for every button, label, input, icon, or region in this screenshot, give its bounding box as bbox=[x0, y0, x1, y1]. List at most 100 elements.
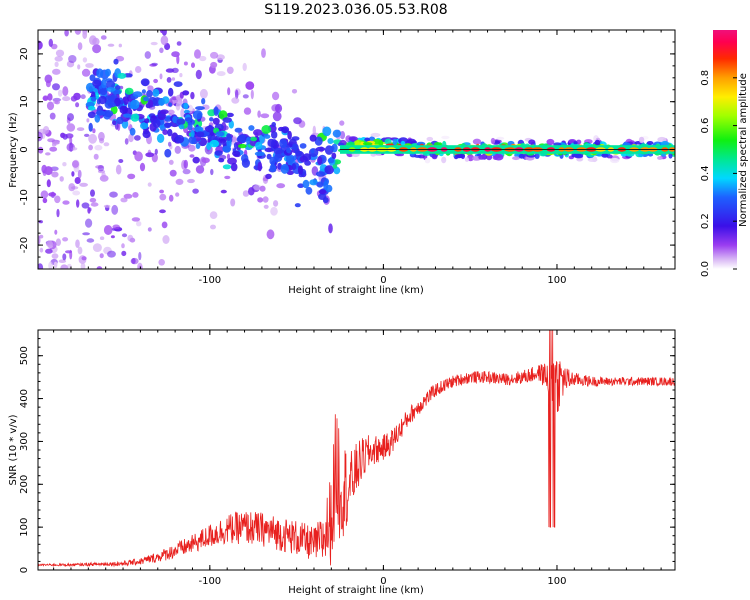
spectrogram-cell bbox=[86, 238, 95, 243]
spectrogram-cell bbox=[218, 136, 228, 142]
spectrogram-cell bbox=[646, 141, 654, 145]
spectrogram-cell bbox=[47, 138, 55, 143]
colorbar-tick-label: 0.6 bbox=[700, 118, 711, 134]
spectrogram-cell bbox=[93, 153, 99, 160]
spectrogram-cell bbox=[71, 171, 75, 177]
spectrogram-cell bbox=[64, 30, 69, 37]
spectrogram-cell bbox=[161, 221, 168, 229]
spectrogram-cell bbox=[172, 115, 178, 124]
spectrogram-cell bbox=[192, 188, 199, 194]
spectrogram-cell bbox=[130, 257, 139, 265]
spectrogram-cell bbox=[263, 204, 269, 209]
spectrogram-cell bbox=[339, 120, 345, 126]
spectrogram-cell bbox=[182, 90, 190, 96]
spectrogram-cell bbox=[168, 159, 174, 165]
spectrogram-cell bbox=[113, 58, 119, 65]
spectrogram-cell bbox=[596, 153, 603, 157]
spectrogram-cell bbox=[333, 166, 341, 175]
spectrogram-cell bbox=[62, 96, 71, 102]
spectrogram-cell bbox=[140, 78, 150, 87]
spectrogram-cell bbox=[89, 197, 97, 203]
spectrogram-cell bbox=[55, 238, 62, 246]
spectrogram-cell bbox=[216, 71, 226, 77]
spectrogram-cell bbox=[188, 136, 197, 145]
spectrogram-cell bbox=[214, 150, 223, 156]
spectrogram-cell bbox=[131, 217, 141, 222]
spectrogram-cell bbox=[180, 108, 185, 118]
spectrogram-cell bbox=[209, 139, 220, 148]
spectrogram-cell bbox=[309, 134, 317, 142]
spectrogram-cell bbox=[297, 165, 304, 175]
spectrogram-cell bbox=[178, 124, 185, 130]
spectrogram-cell bbox=[218, 158, 225, 163]
spectrogram-cell bbox=[176, 41, 182, 46]
spectrogram-cell bbox=[141, 89, 146, 94]
spectrogram-cell bbox=[68, 183, 76, 192]
spectrogram-cell bbox=[235, 89, 239, 100]
spectrogram-cell bbox=[291, 163, 297, 171]
spectrogram-cell bbox=[248, 125, 255, 131]
spectrogram-cell bbox=[38, 131, 43, 142]
spectrogram-cell bbox=[160, 35, 169, 46]
spectrogram-cell bbox=[94, 114, 101, 123]
spectrogram-cell bbox=[222, 145, 232, 153]
spectrogram-cell bbox=[257, 197, 264, 203]
y-tick-label: 10 bbox=[19, 95, 30, 108]
spectrogram-cell bbox=[242, 94, 249, 99]
spectrogram-cell bbox=[273, 153, 283, 162]
spectrogram-x-label: Height of straight line (km) bbox=[288, 285, 424, 296]
spectrogram-cell bbox=[124, 87, 134, 95]
spectrogram-cell bbox=[48, 192, 57, 197]
y-tick-label: 300 bbox=[19, 432, 30, 451]
spectrogram-cell bbox=[60, 264, 68, 269]
spectrogram-cell bbox=[112, 120, 117, 126]
spectrogram-cell bbox=[573, 141, 578, 145]
spectrogram-cell bbox=[168, 194, 174, 202]
spectrogram-cell bbox=[53, 99, 59, 105]
spectrogram-cell bbox=[281, 126, 290, 134]
spectrogram-cell bbox=[46, 101, 55, 111]
spectrogram-cell bbox=[271, 122, 277, 127]
spectrogram-cell bbox=[179, 73, 183, 78]
colorbar-gradient bbox=[713, 30, 737, 269]
y-tick-label: 0 bbox=[19, 567, 30, 573]
spectrogram-cell bbox=[73, 92, 81, 101]
spectrogram-cell bbox=[174, 145, 181, 154]
spectrogram-cell bbox=[159, 47, 164, 54]
spectrogram-cell bbox=[138, 251, 142, 261]
spectrogram-cell bbox=[105, 80, 116, 89]
spectrogram-cell bbox=[192, 156, 200, 164]
spectrogram-cell bbox=[175, 178, 184, 185]
spectrogram-cell bbox=[317, 156, 323, 166]
spectrogram-cell bbox=[245, 81, 255, 90]
spectrogram-cell bbox=[309, 179, 318, 186]
y-tick-label: 0 bbox=[19, 146, 30, 152]
spectrogram-cell bbox=[638, 136, 645, 144]
spectrogram-cell bbox=[145, 152, 155, 158]
spectrogram-cell bbox=[98, 131, 105, 141]
spectrogram-cell bbox=[154, 148, 158, 155]
spectrogram-cell bbox=[118, 159, 124, 163]
spectrogram-cell bbox=[136, 221, 142, 227]
x-tick-label: 0 bbox=[380, 576, 386, 587]
spectrogram-cell bbox=[253, 129, 263, 136]
colorbar-label: Normalized spectral amplitude bbox=[738, 73, 749, 227]
spectrogram-cell bbox=[191, 62, 195, 68]
spectrogram-cell bbox=[87, 207, 91, 214]
spectrogram-cell bbox=[66, 123, 76, 132]
spectrogram-cell bbox=[339, 131, 346, 140]
spectrogram-cell bbox=[226, 133, 232, 142]
spectrogram-cell bbox=[152, 118, 161, 129]
spectrogram-cell bbox=[62, 237, 69, 242]
spectrogram-cell bbox=[400, 140, 406, 146]
spectrogram-cell bbox=[92, 243, 102, 253]
spectrogram-cell bbox=[38, 146, 44, 154]
spectrogram-cell bbox=[332, 164, 338, 169]
spectrogram-cell bbox=[120, 197, 128, 203]
spectrogram-cell bbox=[127, 234, 134, 242]
spectrogram-cell bbox=[250, 89, 254, 100]
colorbar-tick-label: 0.0 bbox=[700, 261, 711, 277]
spectrogram-cell bbox=[222, 117, 232, 123]
spectrogram-cell bbox=[286, 147, 292, 154]
